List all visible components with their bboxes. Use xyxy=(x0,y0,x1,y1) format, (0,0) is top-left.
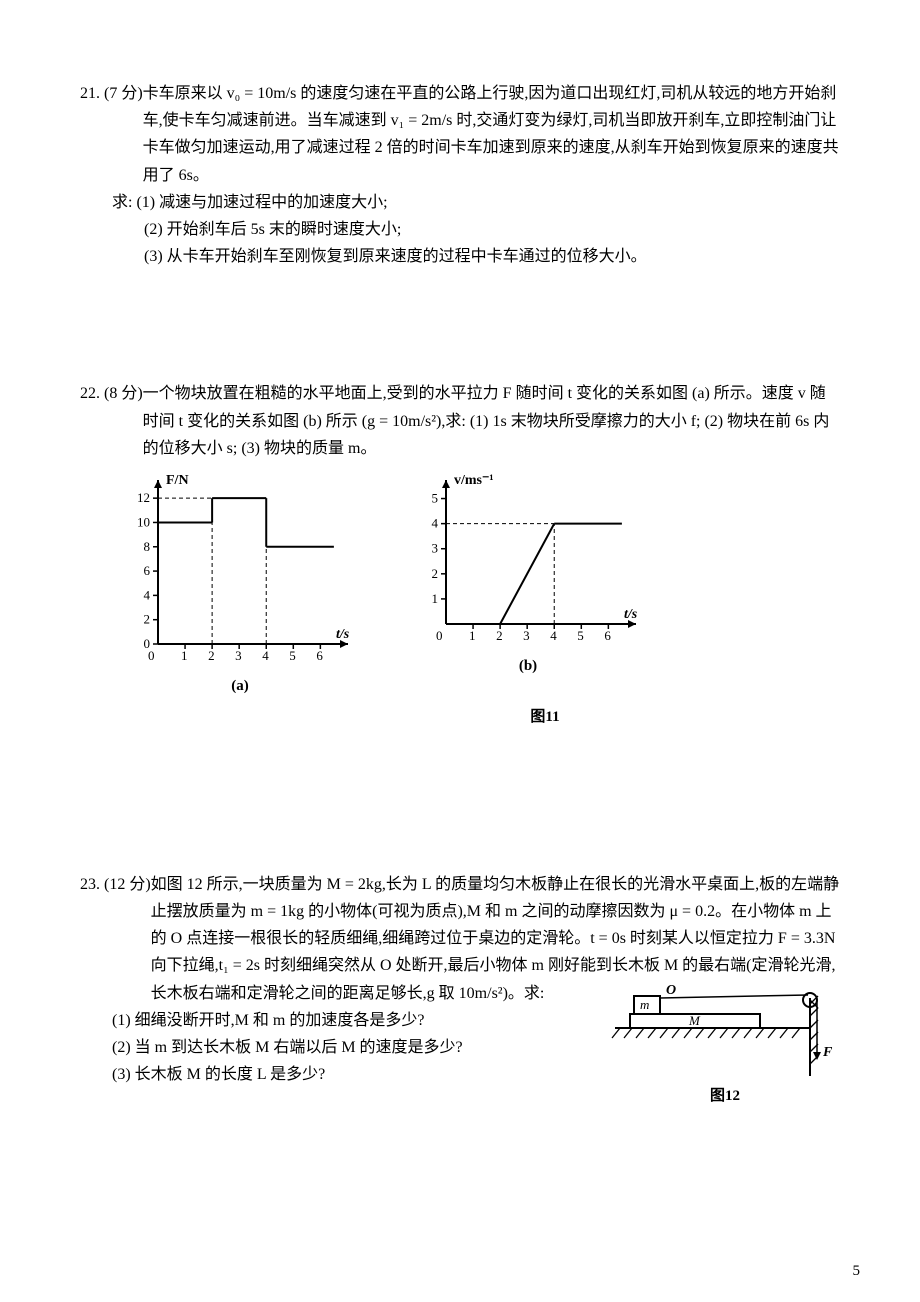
svg-text:8: 8 xyxy=(144,539,151,554)
svg-text:1: 1 xyxy=(469,628,476,643)
chart-b-svg: 0 1 2 3 4 5 6 1 2 3 4 5 v/ms⁻¹ t/s xyxy=(408,470,648,650)
svg-text:2: 2 xyxy=(432,566,439,581)
svg-text:O: O xyxy=(666,983,676,998)
chart-a-caption: (a) xyxy=(231,674,249,700)
chart-a-svg: 0123456024681012F/Nt/s xyxy=(120,470,360,670)
page-number: 5 xyxy=(853,1263,861,1280)
svg-text:3: 3 xyxy=(432,541,439,556)
svg-text:2: 2 xyxy=(496,628,503,643)
problem-21-ask: 求: (1) 减速与加速过程中的加速度大小; xyxy=(80,189,840,216)
svg-text:v/ms⁻¹: v/ms⁻¹ xyxy=(454,473,494,488)
svg-text:6: 6 xyxy=(316,648,323,663)
svg-text:2: 2 xyxy=(208,648,215,663)
svg-text:t/s: t/s xyxy=(624,607,638,622)
problem-22-number: 22. (8 分) xyxy=(80,380,143,462)
chart-b-caption: (b) xyxy=(519,654,537,680)
svg-text:4: 4 xyxy=(262,648,269,663)
chart-b-box: 0 1 2 3 4 5 6 1 2 3 4 5 v/ms⁻¹ t/s (b) xyxy=(408,470,648,700)
svg-text:10: 10 xyxy=(137,514,150,529)
svg-text:5: 5 xyxy=(289,648,296,663)
svg-text:6: 6 xyxy=(604,628,611,643)
svg-text:m: m xyxy=(640,997,649,1012)
problem-22: 22. (8 分) 一个物块放置在粗糙的水平地面上,受到的水平拉力 F 随时间 … xyxy=(80,380,840,731)
problem-21-sub3: (3) 从卡车开始刹车至刚恢复到原来速度的过程中卡车通过的位移大小。 xyxy=(80,243,840,270)
svg-text:5: 5 xyxy=(577,628,584,643)
problem-21-body: 卡车原来以 v₀ = 10m/s 的速度匀速在平直的公路上行驶,因为道口出现红灯… xyxy=(143,80,840,189)
svg-text:M: M xyxy=(688,1013,701,1028)
svg-text:3: 3 xyxy=(523,628,530,643)
fig11-caption: 图11 xyxy=(250,705,840,731)
problem-22-body: 一个物块放置在粗糙的水平地面上,受到的水平拉力 F 随时间 t 变化的关系如图 … xyxy=(143,380,840,462)
problem-21-number: 21. (7 分) xyxy=(80,80,143,189)
svg-text:5: 5 xyxy=(432,490,439,505)
svg-text:F/N: F/N xyxy=(166,473,189,488)
svg-text:0: 0 xyxy=(144,636,151,651)
svg-text:4: 4 xyxy=(432,516,439,531)
svg-text:12: 12 xyxy=(137,490,150,505)
fig12-wrap: m MO F 图12 xyxy=(610,970,840,1105)
problem-23-number: 23. (12 分) xyxy=(80,871,151,1007)
svg-text:3: 3 xyxy=(235,648,242,663)
charts-row: 0123456024681012F/Nt/s (a) 012345612345v… xyxy=(120,470,840,700)
fig12-svg: m MO F xyxy=(610,970,840,1080)
svg-text:0: 0 xyxy=(436,628,443,643)
svg-text:4: 4 xyxy=(144,587,151,602)
fig12-caption: 图12 xyxy=(610,1084,840,1105)
problem-22-head: 22. (8 分) 一个物块放置在粗糙的水平地面上,受到的水平拉力 F 随时间 … xyxy=(80,380,840,462)
svg-text:1: 1 xyxy=(432,591,439,606)
problem-21-head: 21. (7 分) 卡车原来以 v₀ = 10m/s 的速度匀速在平直的公路上行… xyxy=(80,80,840,189)
svg-text:F: F xyxy=(822,1045,833,1060)
svg-text:6: 6 xyxy=(144,563,151,578)
svg-text:2: 2 xyxy=(144,612,151,627)
svg-text:1: 1 xyxy=(181,648,188,663)
svg-text:t/s: t/s xyxy=(336,627,350,642)
svg-text:4: 4 xyxy=(550,628,557,643)
chart-a-box: 0123456024681012F/Nt/s (a) xyxy=(120,470,360,700)
problem-21-sub2: (2) 开始刹车后 5s 末的瞬时速度大小; xyxy=(80,216,840,243)
problem-21: 21. (7 分) 卡车原来以 v₀ = 10m/s 的速度匀速在平直的公路上行… xyxy=(80,80,840,270)
